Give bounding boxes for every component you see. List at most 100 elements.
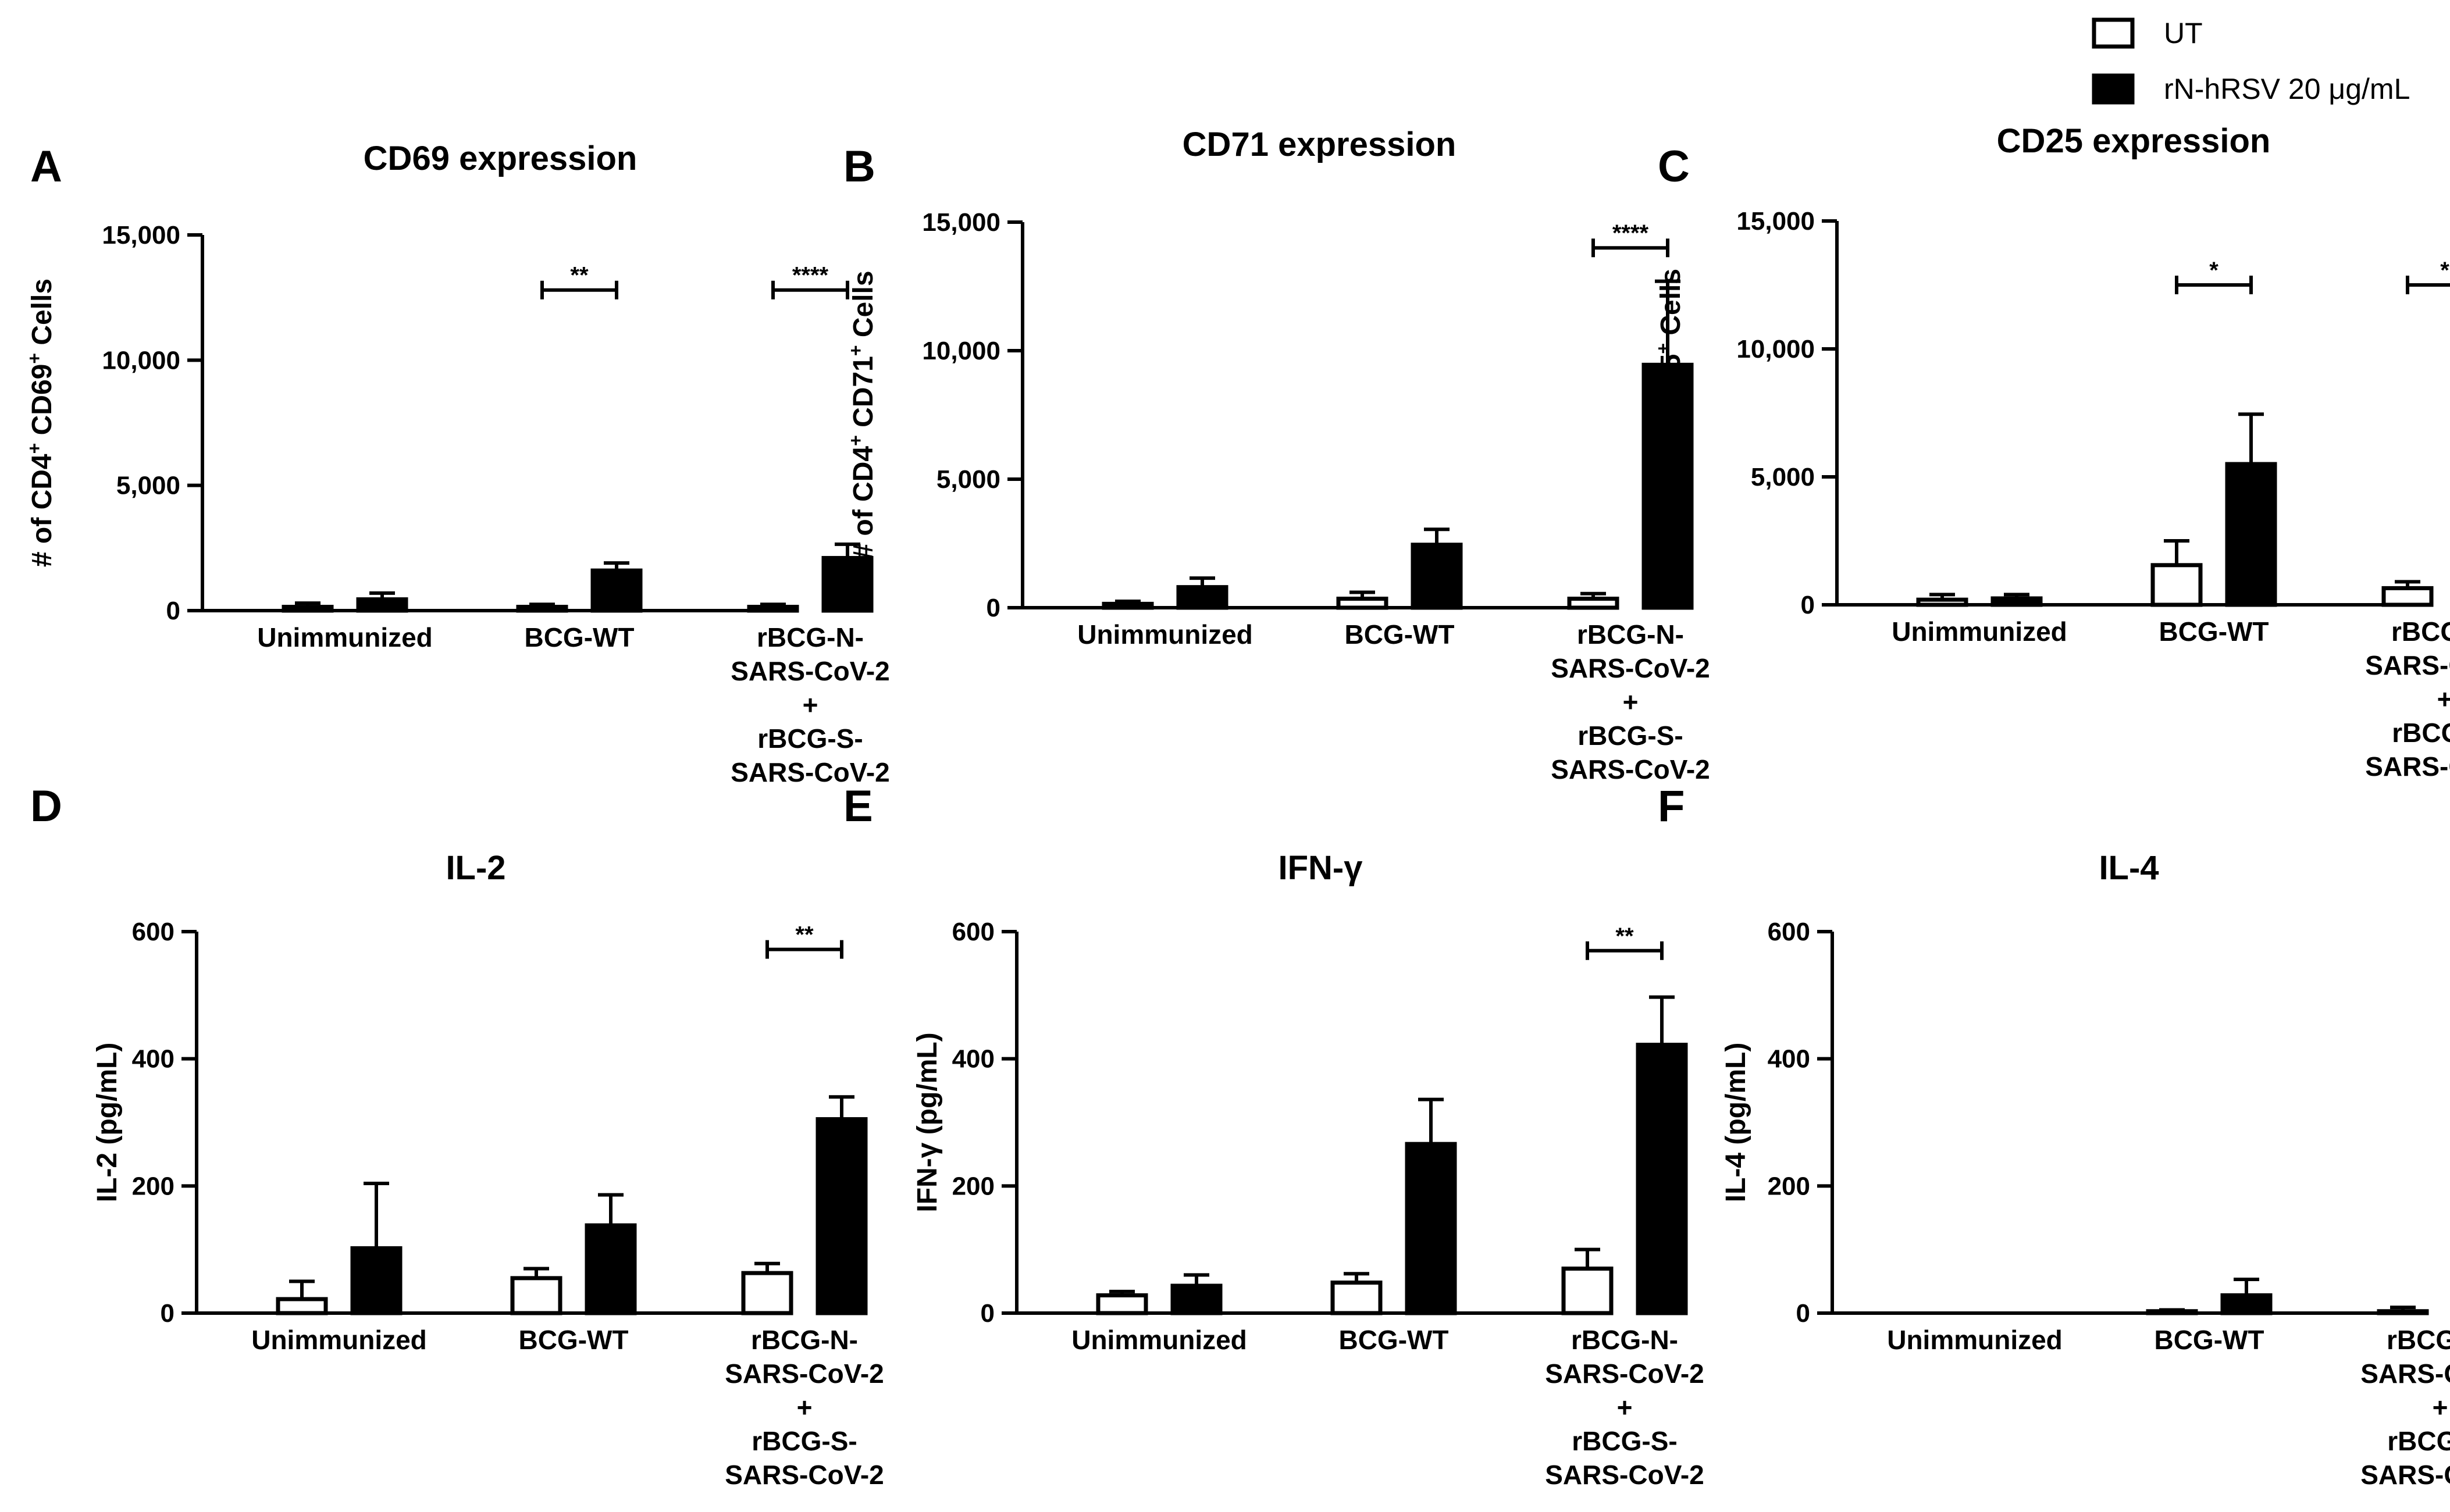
y-tick-label: 200 xyxy=(132,1172,175,1200)
bar-treated xyxy=(816,1117,868,1315)
bar-ut xyxy=(282,605,334,613)
significance-label: **** xyxy=(792,263,829,288)
panel-C: C CD25 expression # of CD4+ CD25+ Cells 0 5,… xyxy=(1653,122,2450,782)
bar-ut xyxy=(1336,597,1388,610)
bar-treated xyxy=(590,568,643,613)
x-category-label: rBCG-N-SARS-CoV-2+rBCG-S-SARS-CoV-2 xyxy=(731,622,889,787)
bar-treated xyxy=(356,597,408,613)
significance-bracket xyxy=(1586,941,1664,960)
panel-letter: E xyxy=(843,782,873,831)
bar-treated xyxy=(1405,1142,1457,1315)
x-category-label: BCG-WT xyxy=(518,1325,628,1355)
y-axis-label: IL-2 (pg/mL) xyxy=(92,1043,123,1203)
panel-letter: F xyxy=(1658,782,1685,831)
y-axis-label: # of CD4+ CD25+ Cells xyxy=(1653,269,1686,557)
bar-treated xyxy=(2220,1293,2273,1315)
panel-F: F IL-4 IL-4 (pg/mL) 0 200 400 600 Unimmunized BC… xyxy=(1658,782,2450,1490)
bar-ut xyxy=(516,605,568,613)
significance-bracket xyxy=(2406,276,2450,294)
y-tick-label: 0 xyxy=(1801,591,1815,619)
x-category-label: BCG-WT xyxy=(1344,619,1454,650)
bar-treated xyxy=(1170,1283,1223,1315)
legend-label-treated: rN-hRSV 20 μg/mL xyxy=(2164,73,2410,105)
panel-title: IFN-γ xyxy=(1279,849,1363,887)
y-tick-label: 600 xyxy=(1768,918,1810,946)
bar-ut xyxy=(1096,1293,1148,1315)
y-tick-label: 15,000 xyxy=(1736,207,1815,236)
bar-ut xyxy=(1102,601,1154,610)
y-tick-label: 200 xyxy=(952,1172,995,1200)
legend-swatch-ut xyxy=(2092,17,2135,49)
bar-treated xyxy=(1176,585,1228,610)
bar-treated xyxy=(2225,462,2277,607)
x-category-label: Unimmunized xyxy=(257,622,433,652)
panel-E: E IFN-γ IFN-γ (pg/mL) 0 200 400 600 Unimmunized… xyxy=(843,782,1704,1490)
bar-treated xyxy=(1411,543,1463,610)
bar-ut xyxy=(1916,597,1968,607)
bar-treated xyxy=(1990,596,2043,607)
y-axis-label: # of CD4+ CD69+ Cells xyxy=(24,279,58,567)
bar-ut xyxy=(1567,597,1619,610)
bar-ut xyxy=(747,605,799,613)
x-category-label: Unimmunized xyxy=(1071,1325,1247,1355)
bar-ut xyxy=(510,1276,562,1315)
bar-ut xyxy=(1561,1266,1614,1315)
significance-label: ** xyxy=(570,263,589,288)
bar-ut xyxy=(2381,586,2434,607)
significance-bracket xyxy=(2175,276,2253,294)
legend-swatch-treated xyxy=(2092,73,2135,105)
y-axis-label: # of CD4+ CD71+ Cells xyxy=(845,270,879,559)
y-axis-label: IL-4 (pg/mL) xyxy=(1721,1043,1751,1203)
x-category-label: BCG-WT xyxy=(1338,1325,1448,1355)
bar-ut xyxy=(741,1271,793,1315)
legend-label-ut: UT xyxy=(2164,17,2203,49)
y-tick-label: 600 xyxy=(132,918,175,946)
y-tick-label: 400 xyxy=(1768,1045,1810,1074)
y-axis-label: IFN-γ (pg/mL) xyxy=(912,1032,943,1212)
x-category-label: rBCG-N-SARS-CoV-2+rBCG-S-SARS-CoV-2 xyxy=(1545,1325,1704,1490)
x-category-label: Unimmunized xyxy=(1077,619,1253,650)
y-tick-label: 0 xyxy=(981,1299,995,1328)
y-tick-label: 5,000 xyxy=(116,472,180,500)
y-tick-label: 5,000 xyxy=(1751,463,1815,491)
x-category-label: Unimmunized xyxy=(251,1325,427,1355)
y-tick-label: 10,000 xyxy=(1736,335,1815,363)
y-tick-label: 600 xyxy=(952,918,995,946)
bar-ut xyxy=(1330,1281,1383,1315)
significance-label: * xyxy=(2440,258,2449,283)
significance-label: ** xyxy=(795,922,814,948)
significance-bracket xyxy=(771,280,849,299)
y-tick-label: 200 xyxy=(1768,1172,1810,1200)
bar-treated xyxy=(821,556,874,613)
x-category-label: BCG-WT xyxy=(2154,1325,2264,1355)
y-tick-label: 5,000 xyxy=(936,465,1000,494)
significance-bracket xyxy=(765,940,843,959)
panel-title: CD71 expression xyxy=(1183,126,1457,163)
x-category-label: BCG-WT xyxy=(2159,616,2269,647)
significance-bracket xyxy=(540,280,618,299)
legend: UT rN-hRSV 20 μg/mL xyxy=(2092,17,2410,105)
x-category-label: Unimmunized xyxy=(1887,1325,2063,1355)
bar-treated xyxy=(1641,362,1694,610)
y-tick-label: 0 xyxy=(1796,1299,1810,1328)
significance-bracket xyxy=(1591,238,1669,258)
y-tick-label: 0 xyxy=(987,594,1000,622)
panel-B: B CD71 expression # of CD4+ CD71+ Cells 0 5,… xyxy=(843,126,1710,784)
x-category-label: rBCG-N-SARS-CoV-2+rBCG-S-SARS-CoV-2 xyxy=(725,1325,884,1490)
x-category-label: rBCG-N-SARS-CoV-2+rBCG-S-SARS-CoV-2 xyxy=(2365,616,2450,782)
y-tick-label: 15,000 xyxy=(922,208,1000,237)
y-tick-label: 15,000 xyxy=(102,221,180,249)
bar-treated xyxy=(1636,1043,1688,1315)
panel-letter: D xyxy=(30,782,62,831)
y-tick-label: 0 xyxy=(161,1299,175,1328)
x-category-label: rBCG-N-SARS-CoV-2+rBCG-S-SARS-CoV-2 xyxy=(2360,1325,2450,1490)
significance-label: ** xyxy=(1615,923,1634,949)
panel-letter: C xyxy=(1658,142,1690,191)
x-category-label: Unimmunized xyxy=(1892,616,2067,647)
y-tick-label: 10,000 xyxy=(922,337,1000,365)
bar-treated xyxy=(585,1223,637,1315)
bar-treated xyxy=(350,1246,403,1315)
x-category-label: rBCG-N-SARS-CoV-2+rBCG-S-SARS-CoV-2 xyxy=(1551,619,1710,784)
panel-letter: B xyxy=(843,142,875,191)
y-tick-label: 10,000 xyxy=(102,346,180,375)
